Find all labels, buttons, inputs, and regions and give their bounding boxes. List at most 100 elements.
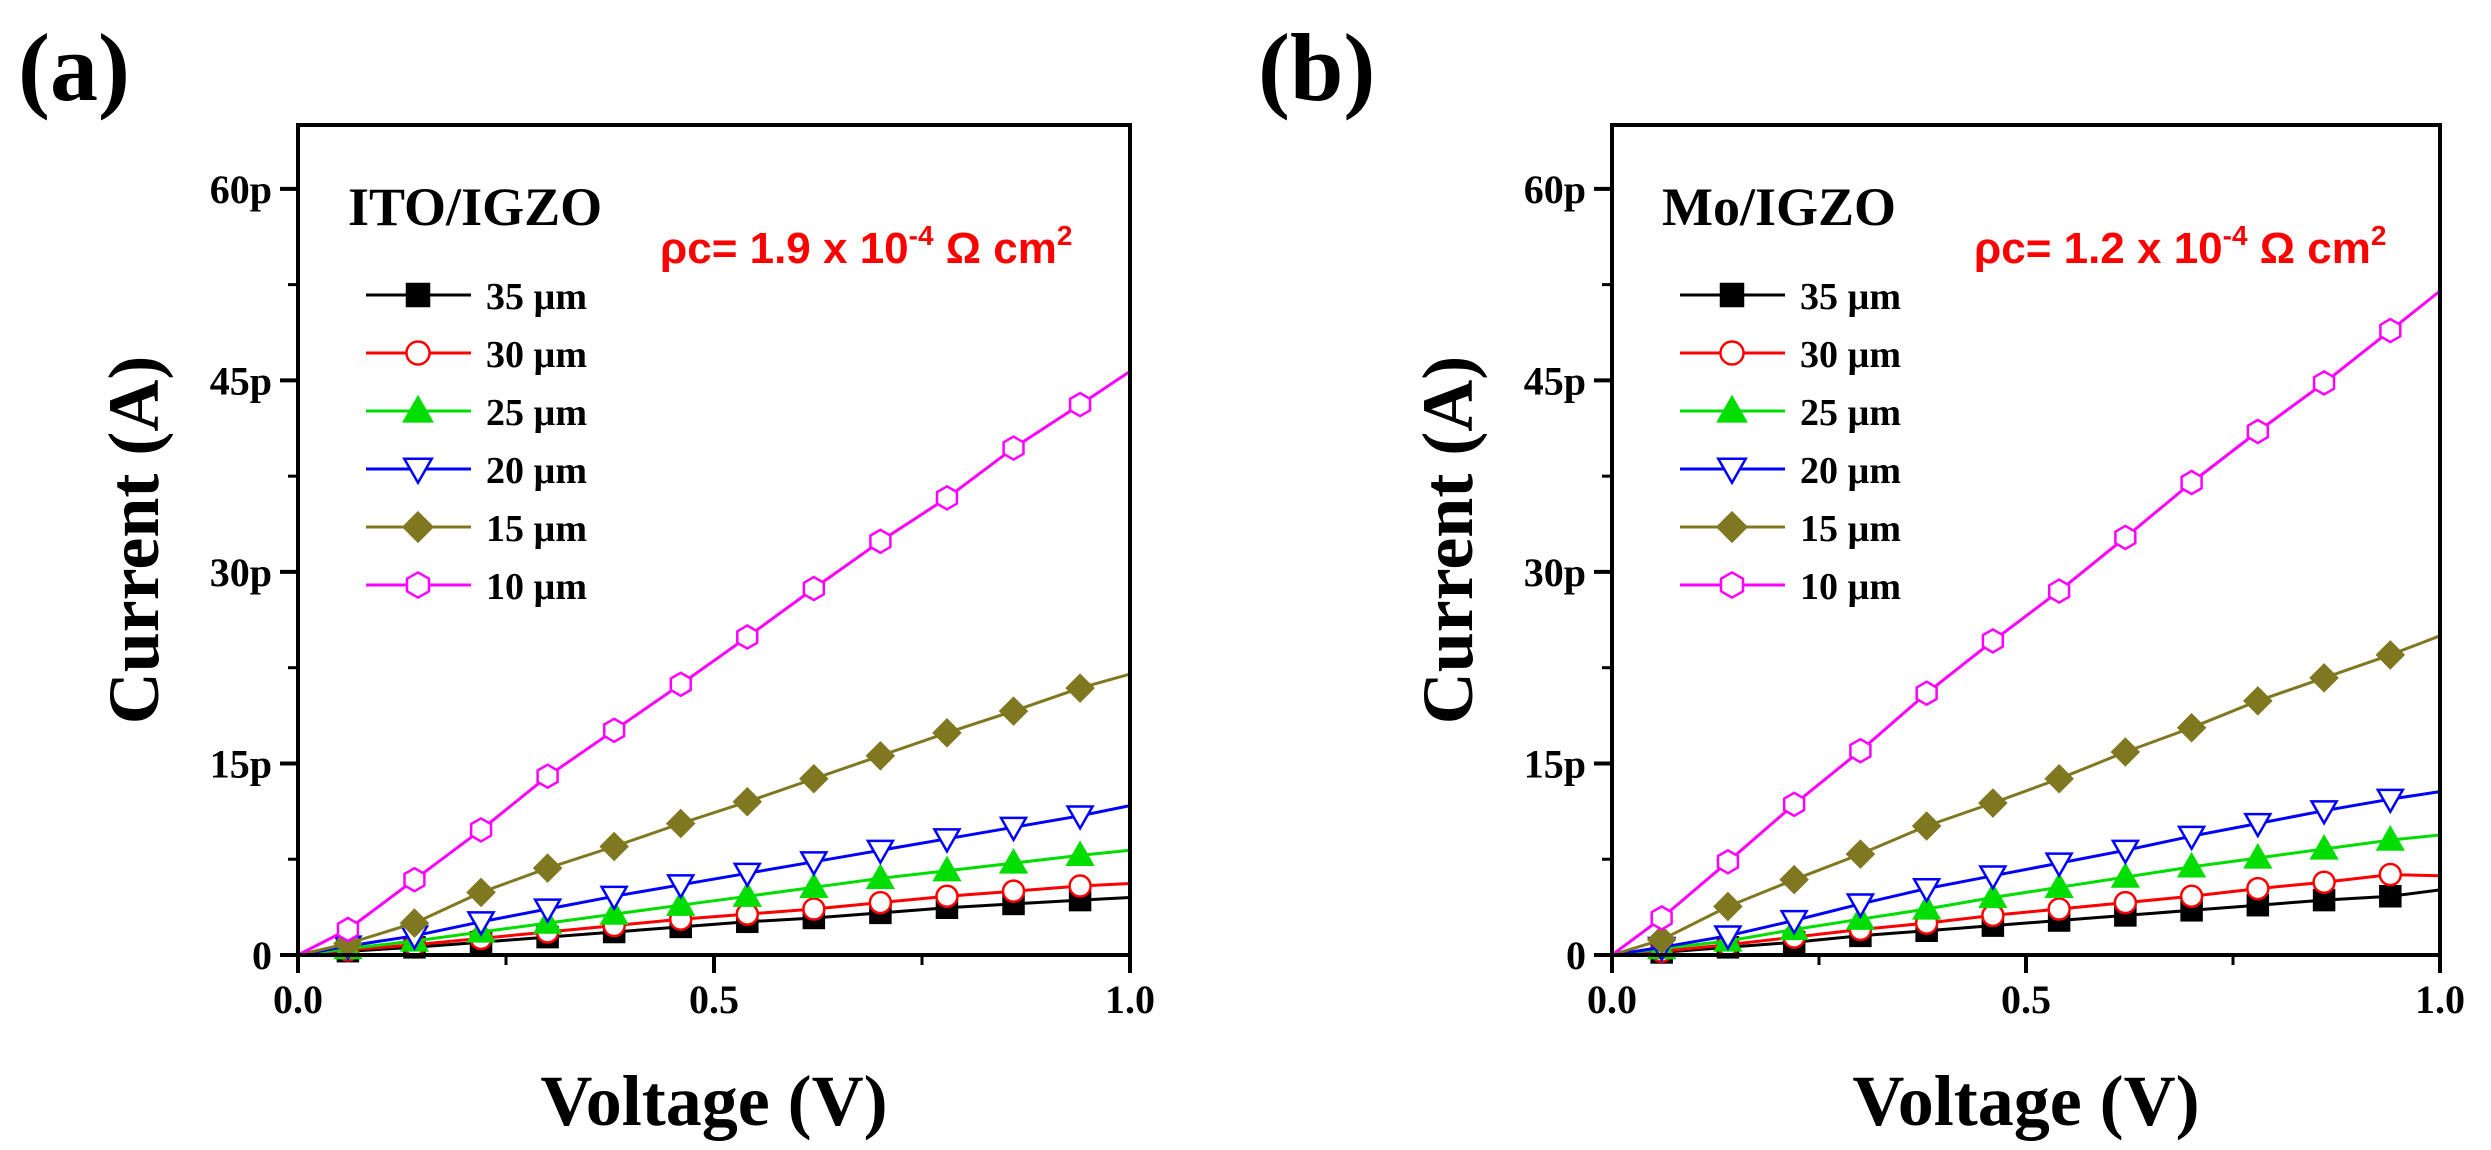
data-point-15-m-1 <box>399 908 430 938</box>
data-point-15-m-9 <box>2243 686 2273 716</box>
legend: 35 µm 30 µm 25 µm 20 µm 15 µm 10 µm <box>1680 276 1901 608</box>
legend-label: 25 µm <box>486 392 587 434</box>
legend-item-20-m: 20 µm <box>1680 450 1901 492</box>
data-point-15-m-8 <box>2176 712 2207 743</box>
legend-label: 10 µm <box>1800 566 1901 608</box>
data-point-20-m-9 <box>932 828 962 854</box>
x-tick-label: 0.5 <box>689 977 739 1022</box>
legend-item-15-m: 15 µm <box>366 508 587 550</box>
data-point-15-m-11 <box>2375 640 2406 670</box>
data-point-15-m-9 <box>932 718 962 748</box>
legend-label: 15 µm <box>486 508 587 550</box>
legend-item-35-m: 35 µm <box>366 276 587 318</box>
x-axis-title: Voltage (V) <box>540 1061 887 1141</box>
data-point-25-m-5 <box>1978 882 2008 909</box>
data-point-25-m-11 <box>2375 825 2405 851</box>
legend-label: 15 µm <box>1800 508 1901 550</box>
data-point-30-m-8 <box>2179 884 2204 909</box>
x-tick-label: 1.0 <box>2415 977 2465 1022</box>
data-point-15-m-4 <box>599 831 629 862</box>
data-point-10-m-1 <box>1716 848 1740 875</box>
legend-item-30-m: 30 µm <box>1680 334 1901 376</box>
data-point-25-m-5 <box>666 890 696 916</box>
y-tick-label: 60p <box>210 167 272 212</box>
data-point-15-m-5 <box>665 808 696 839</box>
y-tick-label: 15p <box>1524 741 1586 786</box>
data-point-20-m-3 <box>532 898 563 925</box>
data-point-10-m-0 <box>1650 905 1673 931</box>
data-point-10-m-7 <box>2114 524 2137 551</box>
legend-item-15-m: 15 µm <box>1680 508 1901 550</box>
y-tick-label: 30p <box>1524 550 1586 595</box>
legend-marker <box>1719 570 1745 600</box>
data-point-15-m-4 <box>1911 811 1942 841</box>
x-axis-title: Voltage (V) <box>1852 1061 2199 1141</box>
data-point-20-m-2 <box>1779 909 1809 936</box>
data-point-10-m-4 <box>1915 680 1938 707</box>
legend-marker <box>1719 340 1745 366</box>
plot-area <box>297 370 1131 963</box>
legend-label: 30 µm <box>486 334 587 376</box>
data-point-30-m-11 <box>2378 862 2403 887</box>
data-point-30-m-9 <box>935 884 959 909</box>
data-point-10-m-2 <box>1782 791 1806 818</box>
data-point-25-m-10 <box>998 848 1029 874</box>
y-tick-label: 15p <box>210 741 272 786</box>
data-point-30-m-10 <box>1001 879 1026 903</box>
data-point-10-m-7 <box>802 575 826 602</box>
legend-label: 30 µm <box>1800 334 1901 376</box>
contact-resistivity-annotation: ρc= 1.2 x 10-4 Ω cm2 <box>1974 220 2386 273</box>
data-point-15-m-11 <box>1065 673 1095 703</box>
data-point-20-m-4 <box>599 885 629 912</box>
x-tick-label: 1.0 <box>1105 977 1155 1022</box>
data-point-15-m-3 <box>1845 839 1876 869</box>
annotation-text: ρc= 1.2 x 10 <box>1974 224 2223 273</box>
legend-marker <box>1715 510 1749 544</box>
data-point-15-m-2 <box>466 877 496 908</box>
data-point-10-m-9 <box>935 484 959 511</box>
data-point-25-m-10 <box>2309 833 2339 860</box>
data-point-10-m-11 <box>1068 391 1092 418</box>
data-point-10-m-11 <box>2379 317 2402 344</box>
contact-resistivity-annotation: ρc= 1.9 x 10-4 Ω cm2 <box>660 220 1072 273</box>
legend-label: 20 µm <box>486 450 587 492</box>
legend: 35 µm 30 µm 25 µm 20 µm 15 µm 10 µm <box>366 276 587 608</box>
data-point-30-m-7 <box>2113 890 2138 915</box>
legend-item-30-m: 30 µm <box>366 334 587 376</box>
data-point-20-m-7 <box>2110 839 2141 866</box>
legend-label: 35 µm <box>1800 276 1901 318</box>
legend-item-10-m: 10 µm <box>1680 566 1901 608</box>
y-axis-title: Current (A) <box>1408 356 1488 725</box>
legend-item-20-m: 20 µm <box>366 450 587 492</box>
chart-panel-a: (a) 0 15p 30p 45p 60p 0.0 0.5 1.0 Voltage (V) Curr… <box>18 14 1155 1141</box>
series-line-20-m <box>297 804 1131 957</box>
data-point-10-m-2 <box>469 816 493 843</box>
data-point-15-m-10 <box>998 696 1029 726</box>
data-point-25-m-6 <box>2044 872 2074 898</box>
legend-label: 25 µm <box>1800 392 1901 434</box>
chart-title: Mo/IGZO <box>1662 177 1896 237</box>
data-point-30-m-10 <box>2312 870 2336 894</box>
data-point-20-m-8 <box>2176 825 2207 852</box>
y-tick-label: 0 <box>252 933 272 978</box>
data-point-20-m-3 <box>1845 893 1876 919</box>
plot-area <box>1611 289 2441 964</box>
data-point-20-m-10 <box>998 816 1029 843</box>
data-point-15-m-3 <box>532 853 563 883</box>
data-point-20-m-5 <box>1978 865 2008 891</box>
legend-item-35-m: 35 µm <box>1680 276 1901 318</box>
data-point-25-m-7 <box>799 872 829 898</box>
y-tick-label: 0 <box>1566 933 1586 978</box>
data-point-10-m-9 <box>2246 418 2270 445</box>
data-point-15-m-6 <box>732 787 763 817</box>
legend-marker <box>402 457 434 486</box>
chart-panel-b: (b) 0 15p 30p 45p 60p 0.0 0.5 1.0 Voltage (V) Curr… <box>1258 14 2465 1141</box>
y-tick-label: 45p <box>210 358 272 403</box>
annotation-text: ρc= 1.9 x 10 <box>660 224 909 273</box>
data-point-30-m-9 <box>2246 876 2270 901</box>
x-tick-label: 0.0 <box>1587 977 1637 1022</box>
annotation-exponent: -4 <box>2223 220 2248 251</box>
legend-item-25-m: 25 µm <box>366 392 587 434</box>
data-point-20-m-8 <box>865 839 896 866</box>
data-point-10-m-0 <box>336 916 360 943</box>
